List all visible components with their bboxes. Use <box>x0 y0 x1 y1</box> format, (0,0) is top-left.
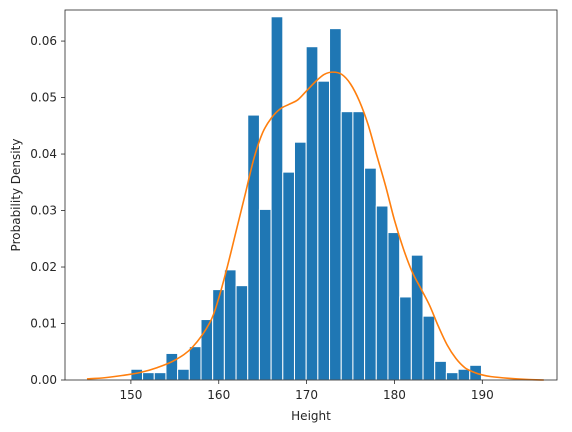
histogram-bar <box>293 141 307 381</box>
histogram-bar <box>340 111 354 381</box>
kde-curve <box>86 71 544 381</box>
y-tick-label: 0.04 <box>30 147 57 161</box>
x-tick-label: 150 <box>119 388 142 402</box>
histogram-bar <box>375 205 389 381</box>
y-tick-label: 0.05 <box>30 91 57 105</box>
histogram-bar <box>282 171 295 381</box>
histogram-bar <box>142 372 155 381</box>
histogram-bar <box>235 285 249 381</box>
histogram-bar <box>387 232 401 381</box>
histogram-bar <box>364 167 377 381</box>
histogram-bar <box>434 360 447 381</box>
y-tick-label: 0.02 <box>30 260 57 274</box>
histogram-bar <box>188 346 202 381</box>
y-axis-ticks: 0.00 0.01 0.02 0.03 0.04 0.05 0.06 <box>30 34 65 387</box>
histogram-bar <box>399 296 412 381</box>
histogram-bar <box>422 315 436 381</box>
histogram-bar <box>270 16 284 381</box>
x-axis-ticks: 150 160 170 180 190 <box>119 380 494 402</box>
plot-frame <box>64 9 558 381</box>
histogram-bar <box>258 208 272 381</box>
x-tick-label: 170 <box>295 388 318 402</box>
histogram-bar <box>247 114 260 381</box>
y-tick-label: 0.01 <box>30 317 57 331</box>
y-tick-label: 0.03 <box>30 204 57 218</box>
histogram-bar <box>317 80 331 381</box>
y-tick-label: 0.06 <box>30 34 57 48</box>
x-tick-label: 190 <box>471 388 494 402</box>
x-axis-label: Height <box>291 409 331 423</box>
histogram-bar <box>305 46 319 381</box>
histogram-bar <box>329 28 342 381</box>
y-axis-label: Probability Density <box>9 139 23 252</box>
histogram-bar <box>352 111 366 381</box>
x-tick-label: 160 <box>207 388 230 402</box>
histogram-bar <box>445 372 459 381</box>
histogram-bar <box>223 269 237 381</box>
histogram-bar <box>457 368 471 381</box>
histogram-bar <box>153 372 167 381</box>
histogram-bar <box>165 352 179 381</box>
y-tick-label: 0.00 <box>30 373 57 387</box>
x-tick-label: 180 <box>383 388 406 402</box>
histogram-bar <box>177 368 190 381</box>
histogram-bar <box>212 289 225 381</box>
